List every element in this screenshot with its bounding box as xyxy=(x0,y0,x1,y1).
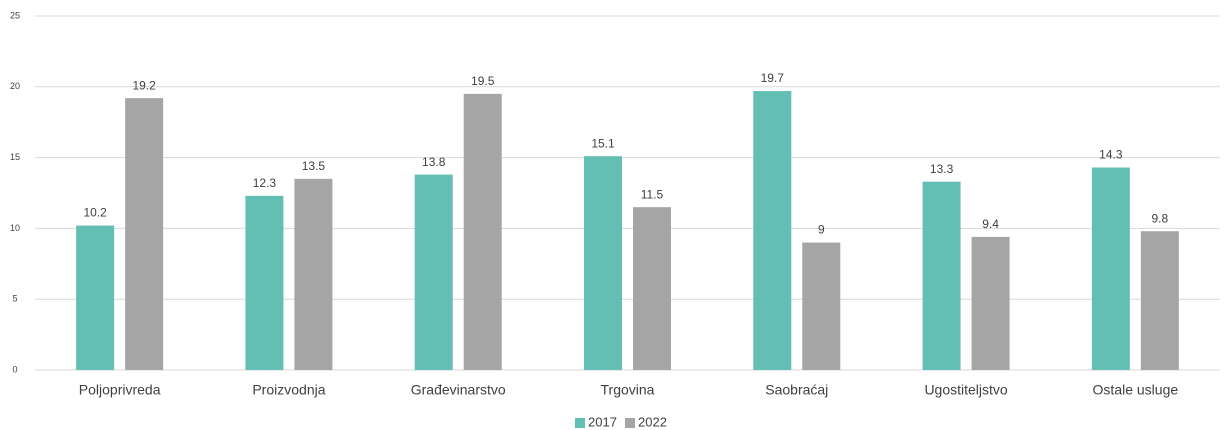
y-tick-label: 25 xyxy=(10,10,20,20)
bar xyxy=(802,242,841,370)
x-tick-label: Poljoprivreda xyxy=(79,382,161,398)
bar xyxy=(971,236,1010,370)
bar xyxy=(125,98,164,371)
data-label: 19.5 xyxy=(471,74,495,88)
data-label: 12.3 xyxy=(253,176,277,190)
legend-label: 2017 xyxy=(588,414,617,429)
data-label: 19.2 xyxy=(132,78,156,92)
data-label: 11.5 xyxy=(641,187,664,201)
data-label: 13.8 xyxy=(422,155,446,169)
data-label: 9 xyxy=(818,223,825,237)
legend-label: 2022 xyxy=(638,414,667,429)
data-label: 14.3 xyxy=(1099,148,1123,162)
x-tick-label: Građevinarstvo xyxy=(411,382,506,398)
data-label: 9.4 xyxy=(982,217,999,231)
bar xyxy=(633,207,671,370)
data-label: 19.7 xyxy=(761,71,785,85)
bar xyxy=(76,225,115,370)
x-tick-label: Trgovina xyxy=(601,382,655,398)
y-tick-label: 5 xyxy=(12,294,17,304)
bar xyxy=(414,174,453,370)
y-tick-label: 20 xyxy=(10,81,20,91)
bar xyxy=(1140,231,1179,370)
x-tick-label: Proizvodnja xyxy=(252,382,325,398)
bar xyxy=(922,181,961,370)
x-tick-label: Ostale usluge xyxy=(1093,382,1179,398)
bar xyxy=(753,91,792,370)
data-label: 13.3 xyxy=(930,162,954,176)
legend-swatch xyxy=(625,418,635,428)
bar xyxy=(1091,167,1130,370)
bar xyxy=(294,178,333,370)
y-tick-label: 10 xyxy=(10,223,20,233)
bar xyxy=(245,195,284,370)
data-label: 10.2 xyxy=(83,206,107,220)
bar xyxy=(584,156,622,370)
data-label: 15.1 xyxy=(591,136,615,150)
x-tick-label: Ugostiteljstvo xyxy=(924,382,1007,398)
data-label: 13.5 xyxy=(302,159,326,173)
legend-swatch xyxy=(575,418,585,428)
x-tick-label: Saobraćaj xyxy=(765,382,828,398)
y-tick-label: 15 xyxy=(10,152,20,162)
y-tick-label: 0 xyxy=(12,364,17,374)
data-label: 9.8 xyxy=(1152,211,1169,225)
bar xyxy=(463,93,502,370)
